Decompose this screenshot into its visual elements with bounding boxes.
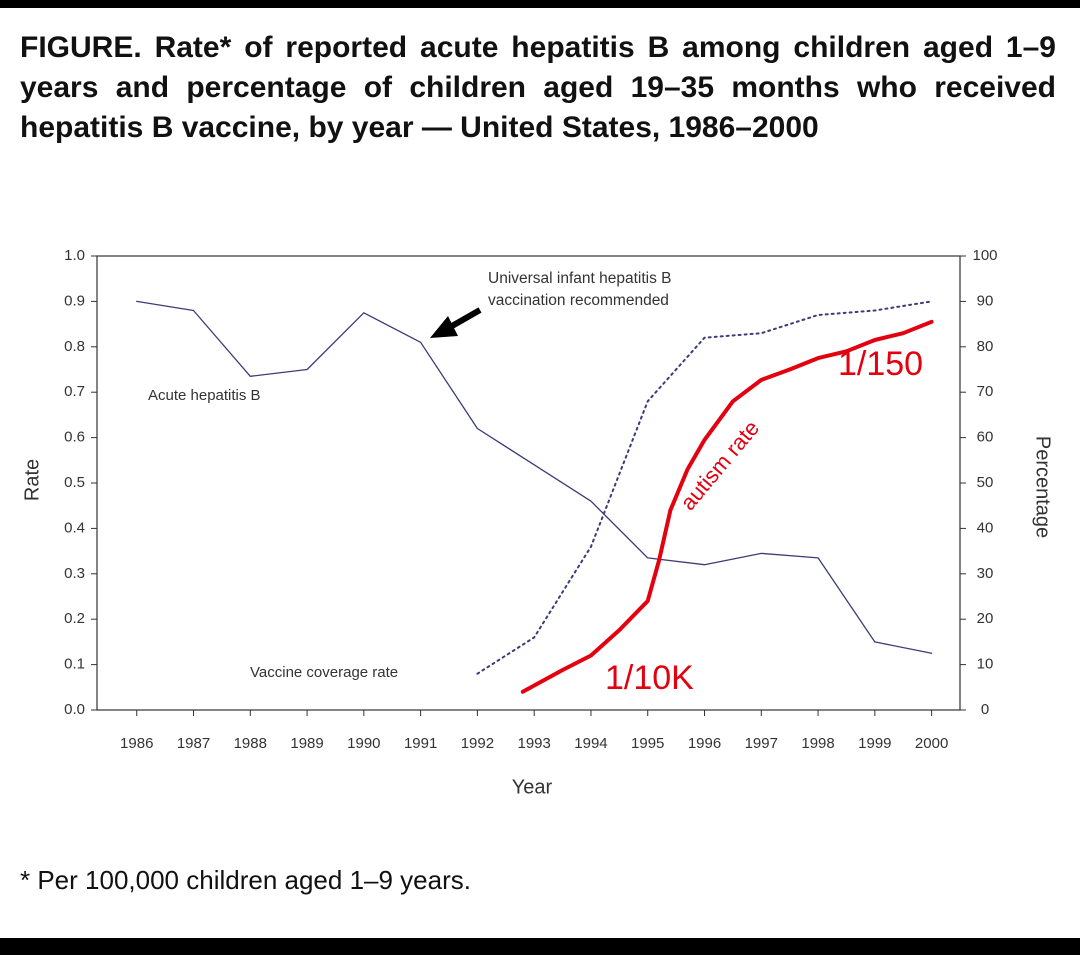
y-tick-label: 0.7 bbox=[64, 383, 85, 400]
series-label: Acute hepatitis B bbox=[148, 387, 261, 404]
y2-axis-label: Percentage bbox=[1032, 436, 1054, 538]
y2-tick-label: 80 bbox=[977, 338, 994, 355]
y2-tick-label: 30 bbox=[977, 565, 994, 582]
y-tick-label: 0.3 bbox=[64, 565, 85, 582]
x-tick-label: 1993 bbox=[517, 735, 550, 752]
footnote: * Per 100,000 children aged 1–9 years. bbox=[20, 865, 471, 895]
top-bar bbox=[0, 0, 1080, 8]
x-tick-label: 1990 bbox=[347, 735, 380, 752]
annotation: Universal infant hepatitis B vaccination… bbox=[488, 270, 672, 309]
x-tick-label: 1999 bbox=[858, 735, 891, 752]
x-tick-label: 1991 bbox=[404, 735, 437, 752]
x-tick-label: 1989 bbox=[290, 735, 323, 752]
y2-tick-label: 20 bbox=[977, 610, 994, 627]
y2-tick-label: 100 bbox=[972, 247, 997, 264]
x-tick-label: 1994 bbox=[574, 735, 607, 752]
y-tick-label: 0.4 bbox=[64, 519, 85, 536]
x-tick-label: 1997 bbox=[745, 735, 778, 752]
series-label: Vaccine coverage rate bbox=[250, 664, 398, 681]
y-tick-label: 1.0 bbox=[64, 247, 85, 264]
y-tick-label: 0.5 bbox=[64, 474, 85, 491]
arrow-head bbox=[430, 316, 458, 338]
bottom-bar bbox=[0, 938, 1080, 955]
chart-title: FIGURE. Rate* of reported acute hepatiti… bbox=[20, 31, 1056, 144]
y2-tick-label: 50 bbox=[977, 474, 994, 491]
y-axis-label: Rate bbox=[21, 459, 43, 501]
y2-tick-label: 60 bbox=[977, 429, 994, 446]
y2-tick-label: 70 bbox=[977, 383, 994, 400]
y-tick-label: 0.2 bbox=[64, 610, 85, 627]
y2-tick-label: 10 bbox=[977, 656, 994, 673]
x-tick-label: 2000 bbox=[915, 735, 948, 752]
annotation: 1/10K bbox=[605, 659, 694, 697]
series-line bbox=[136, 300, 933, 654]
y-tick-label: 0.8 bbox=[64, 338, 85, 355]
x-tick-label: 1988 bbox=[234, 735, 267, 752]
y-tick-label: 0.0 bbox=[64, 701, 85, 718]
x-tick-label: 1992 bbox=[461, 735, 494, 752]
x-tick-label: 1995 bbox=[631, 735, 664, 752]
y2-tick-label: 90 bbox=[977, 292, 994, 309]
y-tick-label: 0.9 bbox=[64, 292, 85, 309]
series-line bbox=[476, 300, 933, 675]
y-tick-label: 0.1 bbox=[64, 656, 85, 673]
x-tick-label: 1998 bbox=[801, 735, 834, 752]
x-tick-label: 1986 bbox=[120, 735, 153, 752]
x-axis-label: Year bbox=[512, 776, 553, 798]
y2-tick-label: 40 bbox=[977, 519, 994, 536]
x-tick-label: 1996 bbox=[688, 735, 721, 752]
annotation: 1/150 bbox=[838, 345, 923, 383]
series-line bbox=[520, 319, 934, 694]
y-tick-label: 0.6 bbox=[64, 429, 85, 446]
x-tick-label: 1987 bbox=[177, 735, 210, 752]
y2-tick-label: 0 bbox=[981, 701, 989, 718]
